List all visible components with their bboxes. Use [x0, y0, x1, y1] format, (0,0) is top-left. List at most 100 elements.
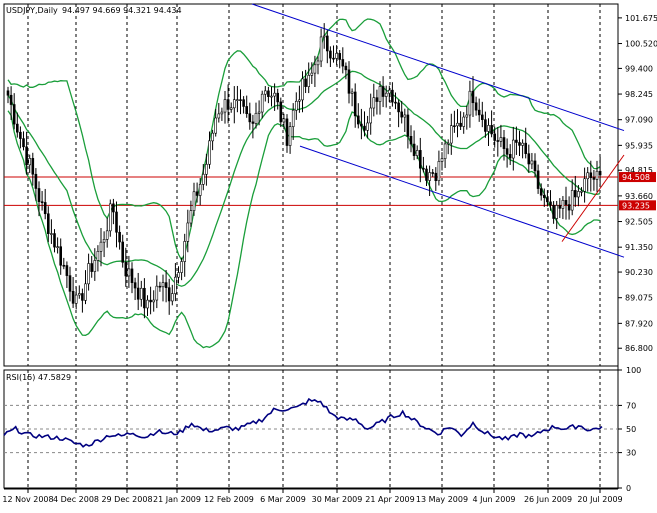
candle-body	[133, 282, 137, 289]
candle-body	[310, 72, 314, 76]
candle-body	[384, 92, 388, 97]
candle-body	[192, 191, 196, 211]
candle-body	[369, 107, 373, 124]
candle-body	[387, 89, 391, 94]
candle-body	[356, 115, 360, 125]
candle-body	[294, 100, 298, 111]
price-label: 94.508	[622, 173, 650, 182]
candle-body	[96, 251, 100, 261]
candle-body	[515, 139, 518, 143]
candle-body	[400, 111, 404, 118]
y-tick-label: 92.505	[625, 218, 653, 227]
candle-body	[220, 111, 224, 115]
y-tick-label: 89.075	[625, 294, 653, 303]
candle-body	[152, 299, 155, 303]
candle-body	[468, 90, 472, 116]
y-tick-label: 91.350	[625, 243, 653, 252]
y-tick-label: 97.090	[625, 116, 653, 125]
candle-body	[6, 90, 10, 96]
candle-body	[276, 92, 280, 103]
candle-body	[263, 90, 267, 95]
candle-body	[598, 170, 602, 176]
candle-body	[239, 99, 242, 101]
candle-body	[338, 53, 342, 60]
candle-body	[136, 287, 140, 300]
candle-body	[580, 190, 583, 193]
candle-body	[592, 177, 596, 180]
candle-body	[394, 101, 397, 104]
candle-body	[539, 188, 543, 196]
candle-body	[499, 137, 503, 142]
candle-body	[102, 239, 106, 243]
candle-body	[87, 263, 90, 285]
candle-body	[406, 114, 410, 137]
candle-body	[437, 161, 441, 182]
candle-body	[254, 112, 258, 124]
candle-body	[564, 200, 568, 205]
candle-body	[344, 65, 348, 71]
candle-body	[524, 142, 528, 154]
candle-body	[558, 205, 562, 209]
candle-body	[409, 136, 413, 145]
candle-body	[115, 211, 118, 233]
channel-upper-line	[251, 3, 625, 132]
candle-body	[533, 160, 537, 172]
candle-body	[347, 69, 351, 94]
candle-body	[301, 78, 304, 101]
x-tick-label: 12 Nov 2008	[2, 495, 53, 504]
candle-body	[527, 153, 531, 165]
candle-body	[208, 140, 211, 165]
candle-body	[589, 172, 593, 178]
candle-body	[378, 86, 382, 102]
candle-body	[37, 188, 41, 202]
y-tick-label: 101.675	[625, 14, 657, 23]
price-label-box	[619, 172, 656, 183]
candle-body	[375, 97, 379, 102]
y-tick-label: 99.400	[625, 64, 653, 73]
candle-body	[322, 35, 326, 38]
candle-body	[521, 142, 524, 146]
main-panel-frame	[3, 3, 619, 367]
x-tick-label: 12 Feb 2009	[204, 495, 254, 504]
candle-body	[158, 285, 162, 288]
candle-body	[480, 114, 484, 120]
candle-body	[552, 204, 555, 219]
candle-body	[555, 205, 559, 219]
y-tick-label: 90.230	[625, 268, 653, 277]
candle-body	[198, 184, 202, 196]
candle-body	[223, 99, 227, 113]
candle-body	[350, 91, 354, 94]
candle-body	[62, 264, 66, 267]
candle-body	[236, 99, 239, 101]
candle-body	[105, 230, 109, 240]
channel-lower-line	[299, 145, 625, 258]
rsi-y-tick-label: 0	[626, 484, 631, 493]
candle-body	[143, 287, 146, 309]
candle-body	[487, 125, 490, 132]
candle-body	[84, 283, 87, 301]
candle-body	[465, 114, 469, 118]
candle-body	[456, 122, 459, 127]
candle-body	[493, 133, 497, 141]
candle-body	[260, 93, 264, 113]
candle-body	[511, 139, 515, 159]
bollinger-middle-band	[7, 70, 601, 287]
candle-body	[81, 293, 84, 301]
rsi-y-tick-label: 70	[626, 401, 636, 410]
rising-trend-line	[561, 154, 625, 242]
candle-body	[31, 158, 35, 175]
bollinger-lower-band	[7, 110, 601, 349]
candle-body	[567, 204, 571, 211]
candle-body	[477, 109, 481, 116]
y-tick-label: 98.245	[625, 90, 653, 99]
x-tick-label: 13 May 2009	[416, 495, 468, 504]
rsi-y-tick-label: 50	[626, 425, 636, 434]
candle-body	[325, 35, 329, 52]
candle-body	[56, 246, 59, 248]
candle-body	[304, 78, 307, 87]
x-tick-label: 6 Mar 2009	[260, 495, 306, 504]
candle-body	[453, 125, 456, 128]
candle-body	[40, 201, 44, 203]
ohlc-readout: 94.497 94.669 94.321 94.434	[62, 6, 182, 15]
